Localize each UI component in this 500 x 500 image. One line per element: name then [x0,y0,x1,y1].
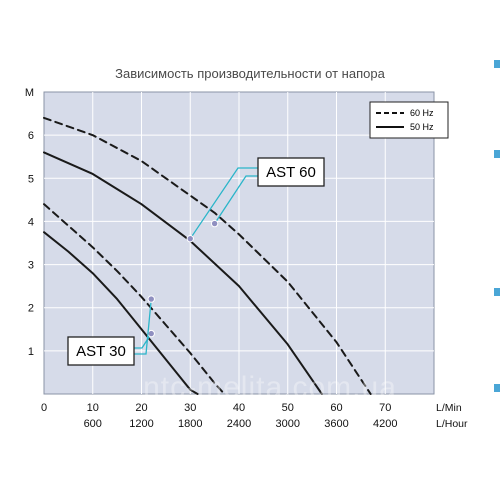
callout-marker [210,219,219,228]
callout-box [67,336,135,366]
callout-marker [186,234,194,243]
y-tick-label: 2 [28,303,34,315]
curves [43,116,372,395]
y-tick-label: 5 [28,173,34,185]
legend-entry: 60 Hz [410,108,434,118]
x-axis-unit-primary: L/Min [436,402,462,414]
callout-marker [147,329,155,338]
x-tick-label: 40 [233,402,245,414]
chart-title: Зависимость производительности от напора [115,66,385,81]
callout-box [257,157,325,187]
callout-label: AST 30 [76,343,126,360]
x-tick-label-secondary: 1200 [129,418,153,430]
x-tick-label-secondary: 4200 [373,418,397,430]
watermark-text: ntc-melita.com.ua [143,371,397,404]
edge-accent-mark [494,384,500,392]
curve-ast30-50hz [43,231,199,395]
x-axis-unit-secondary: L/Hour [436,418,468,430]
x-tick-label: 60 [330,402,342,414]
x-tick-label: 0 [41,402,47,414]
callout-leader-line [214,175,258,224]
legend: 60 Hz 50 Hz [369,101,449,139]
legend-entry: 50 Hz [410,122,434,132]
y-tick-label: 6 [28,130,34,142]
y-axis-label: M [25,87,34,99]
x-tick-label-secondary: 3600 [324,418,348,430]
callout-leader-line [189,167,258,240]
x-tick-label-secondary: 600 [84,418,102,430]
y-tick-label: 4 [28,216,34,228]
callout-marker [147,295,155,303]
callouts: AST 60 AST 30 [67,157,325,366]
curve-ast30-60hz [43,203,226,395]
callout-label: AST 60 [266,164,316,181]
callout-leader-line [134,299,152,355]
y-tick-label: 1 [28,346,34,358]
x-tick-label-secondary: 1800 [178,418,202,430]
x-tick-label: 70 [379,402,391,414]
x-tick-label: 20 [135,402,147,414]
edge-accent-mark [494,150,500,158]
x-tick-label: 30 [184,402,196,414]
y-tick-label: 3 [28,260,34,272]
x-tick-label-secondary: 3000 [276,418,300,430]
legend-box [369,101,449,139]
curve-ast60-60hz [43,116,372,395]
callout-leader-line [134,333,152,349]
x-tick-label: 50 [282,402,294,414]
x-tick-label-secondary: 2400 [227,418,251,430]
x-tick-label: 10 [87,402,99,414]
edge-accent-mark [494,60,500,68]
edge-accent-mark [494,288,500,296]
